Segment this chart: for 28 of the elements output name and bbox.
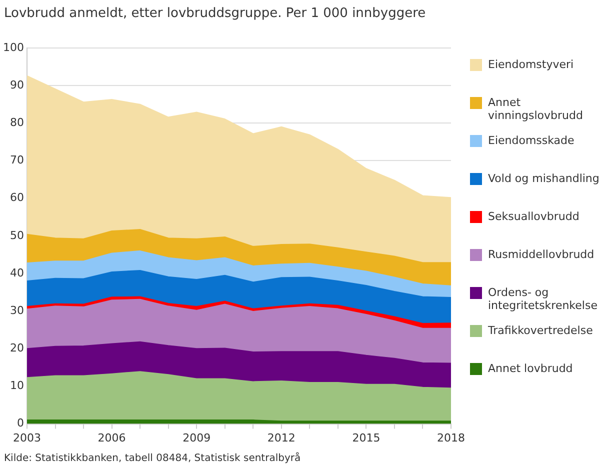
legend-label: Eiendomstyveri xyxy=(488,58,574,71)
y-tick-label: 40 xyxy=(10,266,24,280)
legend-label: Annet lovbrudd xyxy=(488,362,573,375)
y-tick-label: 80 xyxy=(10,116,24,130)
x-tick-label: 2006 xyxy=(98,431,126,444)
legend-label: Ordens- og integritetskrenkelse xyxy=(488,286,598,312)
legend-label: Seksuallovbrudd xyxy=(488,210,580,223)
legend-label: Vold og mishandling xyxy=(488,172,600,185)
y-tick-label: 10 xyxy=(10,379,24,392)
y-tick-label: 20 xyxy=(10,342,24,354)
x-tick-label: 2012 xyxy=(267,431,296,444)
y-tick-label: 90 xyxy=(10,78,24,92)
y-tick-label: 60 xyxy=(10,191,24,204)
legend-label: Eiendomsskade xyxy=(488,134,574,147)
x-tick-label: 2015 xyxy=(352,431,380,444)
y-tick-label: 0 xyxy=(16,416,24,430)
legend-label: Rusmiddellovbrudd xyxy=(488,248,594,261)
legend-label: Trafikkovertredelse xyxy=(488,324,593,337)
y-tick-label: 70 xyxy=(10,154,24,167)
x-tick-label: 2003 xyxy=(12,431,41,444)
x-tick-label: 2009 xyxy=(182,431,211,444)
text: Kilde: Statistikkbanken, tabell 08484, Statistisk sentralbyrå xyxy=(4,453,301,464)
y-tick-label: 50 xyxy=(10,228,24,242)
legend-label: Annet vinningslovbrudd xyxy=(488,96,584,122)
x-tick-label: 2018 xyxy=(437,431,466,444)
y-tick-label: 100 xyxy=(2,40,24,54)
chart-title: Lovbrudd anmeldt, etter lovbruddsgruppe. Per 1 000 innbyggere xyxy=(4,6,426,21)
y-tick-label: 30 xyxy=(10,304,24,317)
